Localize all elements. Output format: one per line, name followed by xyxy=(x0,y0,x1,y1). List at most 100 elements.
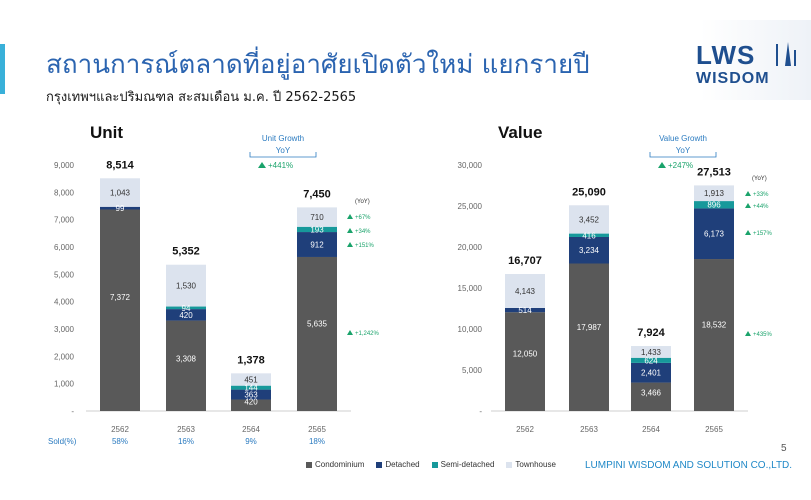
data-label: 420 xyxy=(244,398,258,407)
y-tick-label: 5,000 xyxy=(462,366,483,375)
data-label: 624 xyxy=(644,356,658,365)
data-label: 3,234 xyxy=(579,246,600,255)
bar-segment-detached xyxy=(166,309,206,321)
yoy-change-label: +435% xyxy=(753,332,773,338)
y-tick-label: - xyxy=(71,407,74,416)
legend-label: Townhouse xyxy=(515,460,556,469)
bar-total-label: 7,450 xyxy=(303,188,331,200)
data-label: 144 xyxy=(244,384,258,393)
bar-segment-detached xyxy=(231,389,271,400)
up-arrow-icon xyxy=(258,162,266,168)
data-label: 1,043 xyxy=(110,189,131,198)
yoy-change-label: +151% xyxy=(355,243,375,249)
x-tick-label: 2564 xyxy=(642,425,660,434)
up-arrow-icon xyxy=(745,230,751,235)
bar-segment-townhouse xyxy=(631,346,671,358)
y-tick-label: 4,000 xyxy=(54,298,75,307)
bar-total-label: 25,090 xyxy=(572,186,606,198)
data-label: 420 xyxy=(179,311,193,320)
bar-segment-townhouse xyxy=(166,264,206,307)
bar-segment-detached xyxy=(631,362,671,383)
up-arrow-icon xyxy=(347,228,353,233)
y-tick-label: 30,000 xyxy=(458,161,483,170)
sold-percent-label: 16% xyxy=(178,437,194,446)
chart-title: Value xyxy=(498,123,542,142)
data-label: 3,452 xyxy=(579,215,600,224)
x-tick-label: 2565 xyxy=(705,425,723,434)
bar-total-label: 27,513 xyxy=(697,166,731,178)
yoy-header: (YoY) xyxy=(752,176,767,182)
data-label: 5,635 xyxy=(307,319,328,328)
data-label: 1,433 xyxy=(641,348,662,357)
building-icon xyxy=(776,42,796,66)
bar-segment-detached xyxy=(569,236,609,264)
bar-segment-townhouse xyxy=(694,185,734,202)
data-label: 94 xyxy=(182,304,191,313)
x-tick-label: 2563 xyxy=(580,425,598,434)
bar-segment-detached xyxy=(297,232,337,257)
y-tick-label: 2,000 xyxy=(54,352,75,361)
bar-segment-townhouse xyxy=(100,178,140,207)
growth-box-value: +247% xyxy=(668,161,693,170)
up-arrow-icon xyxy=(745,191,751,196)
data-label: 710 xyxy=(310,213,324,222)
data-label: 896 xyxy=(707,201,721,210)
y-tick-label: 15,000 xyxy=(458,284,483,293)
yoy-change-label: +33% xyxy=(753,192,769,198)
y-tick-label: 8,000 xyxy=(54,188,75,197)
legend-item-townhouse: Townhouse xyxy=(506,460,556,469)
data-label: 18,532 xyxy=(702,320,727,329)
logo-text-top: LWS xyxy=(696,40,756,70)
legend-swatch-semi-detached xyxy=(431,461,438,468)
y-tick-label: 10,000 xyxy=(458,325,483,334)
x-tick-label: 2563 xyxy=(177,425,195,434)
up-arrow-icon xyxy=(347,242,353,247)
sold-row-label: Sold(%) xyxy=(48,437,77,446)
bar-segment-semi-detached xyxy=(297,226,337,233)
yoy-header: (YoY) xyxy=(355,199,370,205)
data-label: 451 xyxy=(244,375,258,384)
up-arrow-icon xyxy=(347,214,353,219)
y-tick-label: 6,000 xyxy=(54,243,75,252)
data-label: 1,913 xyxy=(704,189,725,198)
bar-segment-semi-detached xyxy=(166,306,206,310)
page-subtitle: กรุงเทพฯและปริมณฑล สะสมเดือน ม.ค. ปี 256… xyxy=(46,90,357,105)
data-label: 17,987 xyxy=(577,323,602,332)
bar-segment-condominium xyxy=(231,399,271,411)
y-tick-label: 9,000 xyxy=(54,161,75,170)
footer-company-name: LUMPINI WISDOM AND SOLUTION CO.,LTD. xyxy=(585,460,793,471)
x-tick-label: 2562 xyxy=(516,425,534,434)
data-label: 12,050 xyxy=(513,350,538,359)
data-label: 416 xyxy=(582,231,596,240)
bar-segment-townhouse xyxy=(231,373,271,386)
company-logo: LWS WISDOM xyxy=(682,34,802,94)
accent-bar xyxy=(0,44,5,94)
sold-percent-label: 9% xyxy=(245,437,257,446)
data-label: 7,372 xyxy=(110,293,131,302)
data-label: 363 xyxy=(244,391,258,400)
bar-segment-condominium xyxy=(166,320,206,411)
bar-segment-condominium xyxy=(694,259,734,411)
y-tick-label: 7,000 xyxy=(54,216,75,225)
data-label: 6,173 xyxy=(704,230,725,239)
growth-box-yoy: YoY xyxy=(676,146,691,155)
logo-text-bottom: WISDOM xyxy=(696,70,770,87)
yoy-change-label: +44% xyxy=(753,204,769,210)
y-tick-label: 25,000 xyxy=(458,202,483,211)
growth-box-bracket xyxy=(249,152,317,158)
bar-segment-condominium xyxy=(631,382,671,411)
data-label: 912 xyxy=(310,241,324,250)
bar-total-label: 5,352 xyxy=(172,246,200,258)
data-label: 4,143 xyxy=(515,287,536,296)
bar-segment-semi-detached xyxy=(694,201,734,209)
legend-swatch-townhouse xyxy=(506,461,513,468)
bar-total-label: 7,924 xyxy=(637,327,665,339)
bar-total-label: 16,707 xyxy=(508,255,542,267)
growth-box-title: Unit Growth xyxy=(262,134,304,143)
bar-segment-condominium xyxy=(505,312,545,411)
page-title: สถานการณ์ตลาดที่อยู่อาศัยเปิดตัวใหม่ แยก… xyxy=(46,50,590,80)
yoy-change-label: +1,242% xyxy=(355,331,380,337)
up-arrow-icon xyxy=(745,203,751,208)
bar-segment-detached xyxy=(505,307,545,313)
